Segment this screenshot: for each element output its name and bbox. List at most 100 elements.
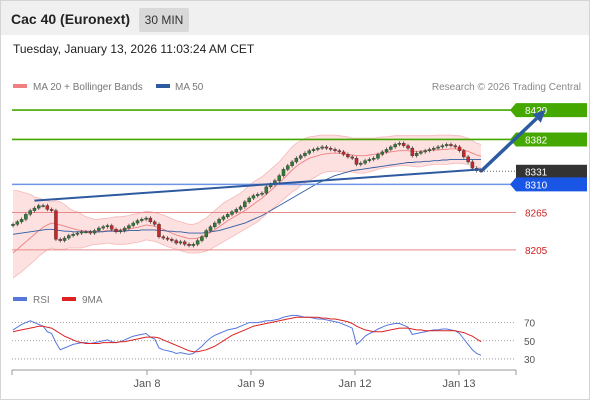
candle — [432, 147, 436, 150]
candle — [191, 244, 196, 246]
candle — [350, 156, 354, 159]
candle — [341, 151, 346, 155]
candle — [24, 214, 28, 220]
timestamp: Tuesday, January 13, 2026 11:03:24 AM CE… — [13, 42, 255, 56]
candle — [225, 214, 230, 218]
x-tick-label: Jan 8 — [134, 378, 161, 390]
candle — [11, 224, 15, 226]
level-label-0: 8429 — [525, 106, 548, 117]
candle — [213, 222, 217, 228]
candle — [307, 150, 312, 154]
candle — [410, 147, 415, 156]
candle — [152, 221, 157, 225]
candle — [436, 146, 440, 149]
candle — [371, 157, 376, 160]
candle — [58, 239, 62, 241]
candle — [298, 155, 303, 159]
rsi-legend: RSI 9MA — [13, 295, 103, 306]
timeframe-button[interactable]: 30 MIN — [139, 8, 189, 32]
candle — [290, 161, 294, 166]
candle — [79, 231, 84, 234]
candle — [92, 230, 97, 234]
candle — [114, 229, 118, 233]
x-tick-label: Jan 9 — [238, 378, 265, 390]
candle — [462, 150, 466, 158]
candle — [457, 146, 462, 151]
header-bar: Cac 40 (Euronext) 30 MIN — [1, 1, 589, 35]
candle — [122, 227, 127, 231]
candle — [470, 161, 475, 169]
candle — [174, 240, 178, 244]
candle — [384, 149, 389, 153]
projection-arrow-shaft — [479, 117, 538, 173]
legend-label-ma50: MA 50 — [175, 82, 204, 93]
candle — [243, 201, 247, 208]
candle — [427, 149, 432, 151]
rsi-ma-line — [12, 316, 482, 353]
level-label-bg-3 — [510, 177, 587, 192]
candle — [444, 144, 449, 146]
ma20-line — [12, 148, 482, 254]
candle — [397, 142, 402, 145]
level-label-bg-1 — [510, 132, 587, 147]
candle — [165, 237, 170, 240]
candle — [316, 147, 320, 150]
candle — [281, 169, 286, 176]
candle — [328, 147, 333, 150]
trend-line — [34, 168, 482, 202]
candle — [234, 209, 239, 213]
candle — [131, 222, 135, 226]
candle — [178, 241, 183, 244]
candle — [466, 156, 470, 163]
candle — [423, 150, 427, 153]
bollinger-upper — [13, 134, 482, 225]
rsi-tick-label: 70 — [524, 319, 536, 330]
candle — [204, 230, 208, 238]
candle — [67, 235, 71, 239]
candle — [144, 217, 148, 220]
candle — [311, 149, 316, 151]
legend-swatch-ma50 — [156, 84, 170, 88]
main-legend: MA 20 + Bollinger Bands MA 50 — [13, 82, 204, 93]
candle — [182, 241, 187, 245]
legend-label-ma20: MA 20 + Bollinger Bands — [33, 82, 143, 93]
candle — [380, 151, 384, 155]
candle — [346, 154, 350, 158]
candle — [354, 157, 359, 165]
candle — [376, 154, 380, 159]
candle — [45, 205, 50, 210]
candle — [277, 175, 281, 181]
projection-arrow-head — [532, 110, 546, 123]
candle — [286, 165, 290, 170]
candle — [453, 145, 457, 148]
candle — [440, 145, 445, 148]
candle — [28, 210, 32, 215]
bollinger-band — [13, 135, 481, 278]
candle — [200, 236, 204, 241]
candle — [251, 195, 256, 199]
candle — [247, 197, 251, 203]
bollinger-lower — [12, 162, 482, 279]
candle — [363, 160, 367, 164]
candle — [118, 230, 123, 233]
candle — [101, 226, 105, 229]
copyright-label: Research © 2026 Trading Central — [432, 82, 581, 93]
candle — [401, 142, 406, 146]
legend-swatch-rsi — [13, 297, 27, 301]
candle — [170, 239, 174, 241]
candle — [333, 149, 337, 151]
rsi-tick-label: 30 — [524, 355, 536, 366]
candle — [359, 162, 363, 165]
candle — [414, 152, 419, 156]
candle — [32, 207, 37, 211]
candle — [161, 236, 166, 239]
candle — [88, 231, 93, 234]
candle — [320, 146, 324, 149]
level-label-4: 8265 — [525, 208, 548, 219]
candle — [110, 225, 114, 230]
candle — [54, 210, 58, 240]
rsi-tick-label: 50 — [524, 337, 536, 348]
candle — [264, 186, 269, 194]
legend-swatch-ma20 — [13, 84, 27, 88]
